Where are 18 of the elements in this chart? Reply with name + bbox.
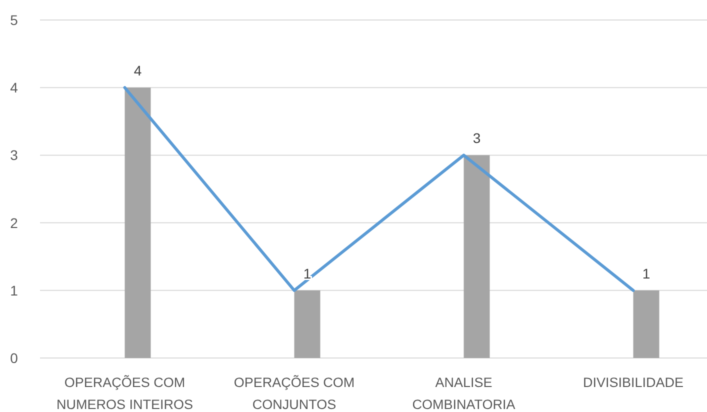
bar xyxy=(124,88,151,358)
bar xyxy=(633,290,660,358)
y-tick-label: 4 xyxy=(10,80,18,96)
y-tick-label: 3 xyxy=(10,147,18,164)
data-label: 1 xyxy=(642,265,650,282)
x-tick-label: OPERAÇÕES COM NUMEROS INTEIROS xyxy=(56,375,194,412)
x-tick-label: ANALISE COMBINATORIA xyxy=(412,375,516,412)
x-tick-label: DIVISIBILIDADE xyxy=(582,375,684,390)
y-tick-label: 1 xyxy=(10,282,18,298)
y-tick-label: 2 xyxy=(10,214,18,231)
bar xyxy=(464,155,490,358)
data-label: 4 xyxy=(134,62,142,79)
data-label: 1 xyxy=(303,265,312,282)
data-label: 3 xyxy=(472,130,481,146)
x-tick-label: OPERAÇÕES COM CONJUNTOS xyxy=(234,375,355,412)
bar xyxy=(294,290,320,358)
y-tick-label: 0 xyxy=(10,350,18,366)
y-tick-label: 5 xyxy=(10,12,18,28)
